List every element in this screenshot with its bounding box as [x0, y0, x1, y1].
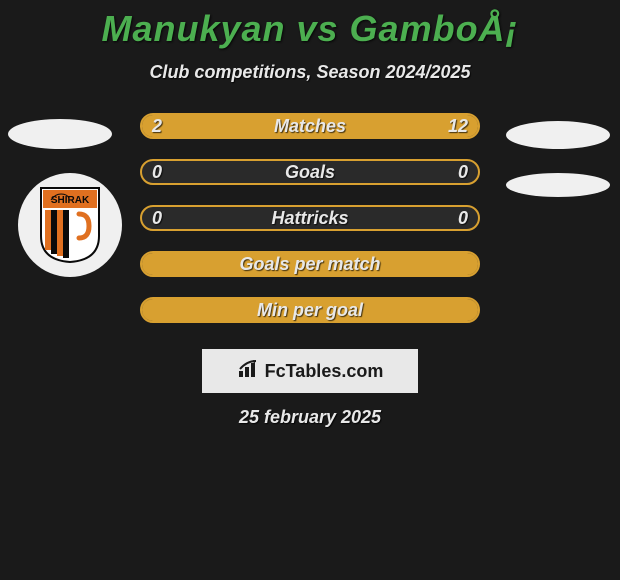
stat-row: Goals per match [140, 251, 480, 277]
stat-bar-track [140, 251, 480, 277]
stat-bar-fill-full [142, 299, 478, 321]
snapshot-date: 25 february 2025 [0, 407, 620, 428]
stat-bar-track [140, 113, 480, 139]
brand-text: FcTables.com [265, 361, 384, 382]
page-title: Manukyan vs GamboÅ¡ [0, 0, 620, 50]
stat-bar-track [140, 205, 480, 231]
brand-watermark: FcTables.com [202, 349, 418, 393]
stat-bars: Matches212Goals00Hattricks00Goals per ma… [140, 113, 480, 343]
stat-value-right: 0 [458, 205, 468, 231]
stat-value-left: 2 [152, 113, 162, 139]
stat-row: Hattricks00 [140, 205, 480, 231]
stat-value-left: 0 [152, 205, 162, 231]
shirak-shield-icon: SHIRAK [39, 186, 101, 264]
club-right-badge-placeholder [506, 173, 610, 197]
brand-bars-icon [237, 359, 261, 384]
stat-bar-fill-full [142, 253, 478, 275]
stat-bar-fill-right [202, 115, 478, 137]
svg-text:SHIRAK: SHIRAK [51, 195, 90, 206]
stat-row: Goals00 [140, 159, 480, 185]
stat-value-right: 12 [448, 113, 468, 139]
stat-row: Matches212 [140, 113, 480, 139]
player-right-photo-placeholder [506, 121, 610, 149]
page-subtitle: Club competitions, Season 2024/2025 [0, 62, 620, 83]
stat-bar-track [140, 297, 480, 323]
stat-value-right: 0 [458, 159, 468, 185]
stat-row: Min per goal [140, 297, 480, 323]
club-left-badge: SHIRAK [18, 173, 122, 277]
stat-bar-track [140, 159, 480, 185]
stat-value-left: 0 [152, 159, 162, 185]
player-left-photo-placeholder [8, 119, 112, 149]
